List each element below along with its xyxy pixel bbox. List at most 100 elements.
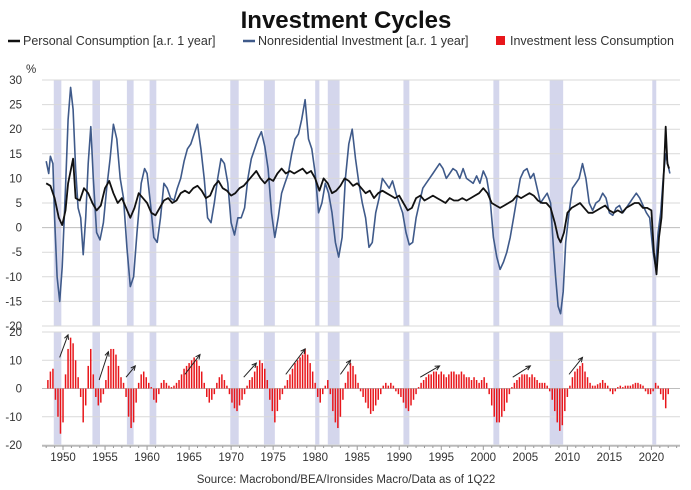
x-tick-label: 2005 bbox=[513, 452, 539, 464]
difference-bar bbox=[132, 388, 135, 423]
consumption-line bbox=[45, 125, 670, 276]
difference-bar bbox=[506, 388, 508, 403]
chart-title: Investment Cycles bbox=[241, 7, 452, 34]
difference-bar bbox=[455, 374, 458, 389]
difference-bar bbox=[79, 388, 82, 397]
top-panel: 30 25 20 15 10 5 0 -5 -10 -15 -20 bbox=[5, 75, 680, 333]
difference-bar bbox=[178, 380, 180, 389]
difference-bar bbox=[410, 388, 412, 406]
trend-arrow bbox=[420, 365, 441, 378]
difference-bar bbox=[57, 388, 59, 417]
difference-bar bbox=[415, 388, 417, 395]
difference-bar bbox=[342, 388, 344, 400]
difference-bar bbox=[92, 374, 95, 389]
y-tick-label: 30 bbox=[9, 75, 22, 87]
difference-bar bbox=[122, 382, 125, 389]
difference-bar bbox=[266, 380, 269, 389]
x-tick-label: 1990 bbox=[386, 452, 412, 464]
difference-bar bbox=[84, 388, 87, 406]
difference-bar bbox=[397, 388, 400, 395]
difference-bar bbox=[468, 377, 470, 389]
difference-bar bbox=[188, 363, 190, 389]
difference-bar bbox=[301, 354, 304, 389]
difference-bar bbox=[203, 382, 205, 389]
y-tick-label: 20 bbox=[9, 327, 22, 339]
trend-arrow bbox=[184, 353, 201, 375]
difference-bar bbox=[367, 388, 369, 409]
difference-bar bbox=[327, 380, 329, 389]
difference-bar bbox=[246, 385, 248, 389]
difference-bar bbox=[516, 380, 518, 389]
difference-bar bbox=[364, 388, 367, 403]
difference-bar bbox=[390, 382, 392, 389]
difference-bar bbox=[163, 380, 165, 389]
difference-bar bbox=[584, 371, 586, 389]
difference-bar bbox=[190, 360, 193, 389]
difference-bar bbox=[284, 385, 286, 389]
difference-bar bbox=[100, 388, 102, 403]
difference-bar bbox=[465, 377, 468, 389]
trend-arrow bbox=[243, 362, 258, 378]
difference-bar bbox=[556, 388, 559, 423]
difference-bar bbox=[372, 388, 374, 412]
difference-bar bbox=[528, 377, 531, 389]
difference-bar bbox=[503, 388, 506, 412]
difference-bar bbox=[546, 385, 548, 389]
difference-bar bbox=[77, 377, 79, 389]
trend-arrow bbox=[568, 356, 584, 375]
difference-bar bbox=[632, 384, 634, 389]
difference-bar bbox=[485, 382, 488, 389]
difference-bar bbox=[359, 388, 362, 392]
difference-bar bbox=[226, 385, 228, 389]
difference-bar bbox=[291, 368, 294, 389]
difference-bar bbox=[64, 374, 67, 389]
difference-bar bbox=[432, 371, 435, 389]
difference-bar bbox=[271, 388, 274, 412]
difference-bar bbox=[211, 388, 213, 400]
difference-bar bbox=[478, 382, 480, 389]
difference-bar bbox=[473, 377, 475, 389]
difference-bar bbox=[624, 385, 627, 389]
difference-bar bbox=[208, 388, 211, 403]
difference-bar bbox=[405, 388, 407, 409]
y-tick-label: -20 bbox=[5, 321, 22, 333]
difference-bar bbox=[362, 388, 364, 397]
difference-bar bbox=[463, 374, 465, 389]
difference-bar bbox=[435, 371, 437, 389]
difference-bar bbox=[332, 388, 334, 412]
x-tick-label: 1950 bbox=[50, 452, 76, 464]
difference-bar bbox=[135, 388, 137, 403]
difference-bar bbox=[175, 382, 178, 389]
x-tick-label: 1980 bbox=[302, 452, 328, 464]
difference-bar bbox=[344, 382, 347, 389]
difference-bar bbox=[667, 388, 669, 395]
difference-bar bbox=[554, 388, 556, 412]
difference-bar bbox=[649, 388, 652, 395]
difference-bar bbox=[218, 377, 221, 389]
difference-bar bbox=[604, 382, 606, 389]
difference-bar bbox=[107, 365, 110, 389]
difference-bar bbox=[261, 363, 263, 389]
difference-bar bbox=[559, 388, 561, 431]
difference-bar bbox=[619, 385, 622, 389]
difference-bar bbox=[120, 377, 122, 389]
difference-bar bbox=[369, 388, 372, 414]
y-tick-label: 0 bbox=[16, 384, 22, 396]
difference-bar bbox=[533, 377, 536, 389]
difference-bar bbox=[90, 348, 92, 389]
y-tick-label: -10 bbox=[5, 272, 22, 284]
difference-bar bbox=[49, 371, 52, 389]
x-tick-label: 1985 bbox=[344, 452, 370, 464]
difference-bar bbox=[644, 388, 647, 392]
difference-bar bbox=[256, 365, 258, 389]
difference-bar bbox=[347, 371, 349, 389]
difference-bar bbox=[614, 388, 617, 392]
difference-bar bbox=[586, 377, 589, 389]
bottom-panel: 20 10 0 -10 -20 bbox=[5, 327, 680, 452]
difference-bar bbox=[531, 374, 533, 389]
difference-bar bbox=[488, 388, 490, 395]
y-tick-label: 25 bbox=[9, 100, 22, 112]
difference-bar bbox=[617, 387, 619, 389]
difference-bar bbox=[54, 388, 57, 400]
difference-bar bbox=[72, 343, 74, 389]
